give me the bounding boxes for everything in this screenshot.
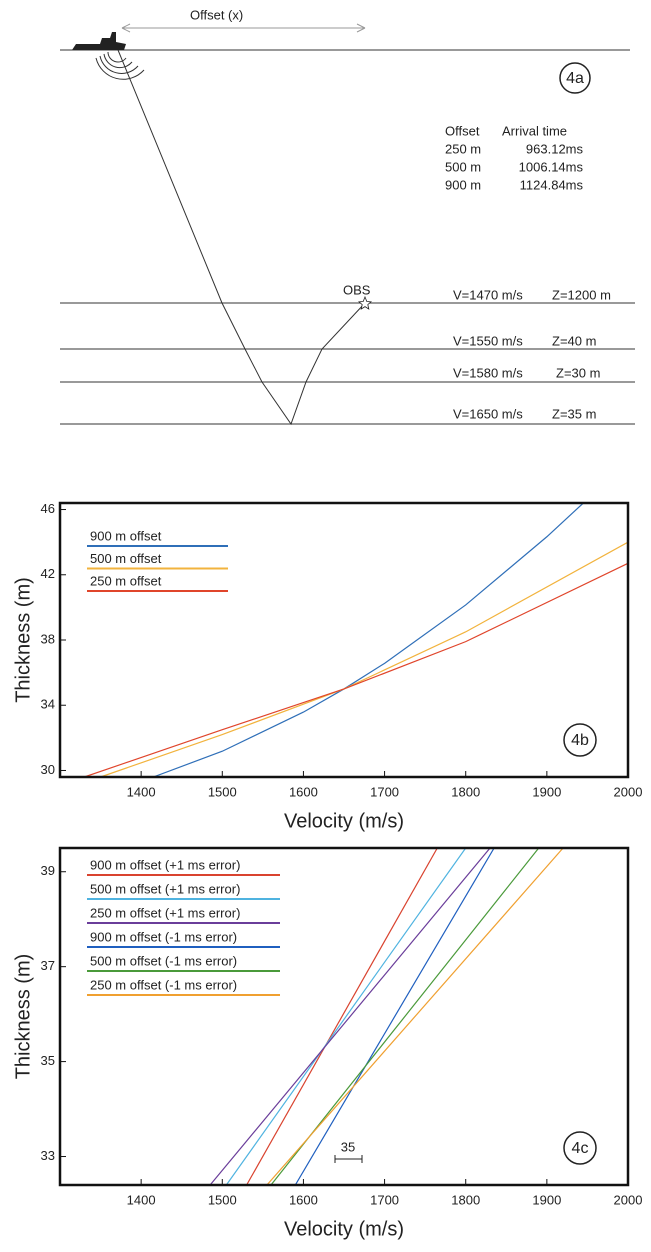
x-tick-label: 1600 bbox=[289, 1192, 318, 1207]
x-tick-label: 2000 bbox=[614, 784, 643, 799]
legend-label: 900 m offset (+1 ms error) bbox=[90, 857, 240, 872]
layer-velocity: V=1550 m/s bbox=[453, 333, 523, 348]
y-tick-label: 42 bbox=[41, 566, 55, 581]
layer-velocity: V=1470 m/s bbox=[453, 287, 523, 302]
x-tick-label: 1900 bbox=[532, 1192, 561, 1207]
plot: 900 m offset (+1 ms error) 500 m offset (… bbox=[12, 846, 643, 1240]
arrow-heads bbox=[121, 23, 366, 33]
y-tick-label: 30 bbox=[41, 762, 55, 777]
offset-label: Offset (x) bbox=[190, 7, 243, 22]
y-tick-label: 38 bbox=[41, 631, 55, 646]
ship bbox=[72, 32, 126, 50]
y-tick-label: 34 bbox=[41, 697, 55, 712]
table-header: Arrival time bbox=[502, 123, 567, 138]
plot-frame bbox=[58, 501, 630, 779]
panel-label: 4a bbox=[566, 70, 584, 87]
layer-thickness: Z=40 m bbox=[552, 333, 596, 348]
legend-label: 500 m offset (-1 ms error) bbox=[90, 953, 237, 968]
data-line bbox=[84, 562, 628, 777]
layer-velocity: V=1580 m/s bbox=[453, 365, 523, 380]
diagram: Offset (x) 4a Offset Arrival time 250 m … bbox=[60, 7, 635, 426]
table-cell: 250 m bbox=[445, 141, 481, 156]
obs-star bbox=[358, 295, 372, 310]
x-tick-label: 1500 bbox=[208, 784, 237, 799]
data-line bbox=[100, 541, 628, 777]
x-tick-label: 1800 bbox=[451, 784, 480, 799]
scale-bar bbox=[334, 1155, 363, 1163]
ray-path bbox=[117, 49, 366, 426]
panel-label: 4b bbox=[571, 732, 589, 749]
data-line bbox=[294, 848, 495, 1185]
x-tick-label: 1400 bbox=[127, 1192, 156, 1207]
legend-label: 250 m offset (+1 ms error) bbox=[90, 905, 240, 920]
panel-label: 4c bbox=[572, 1140, 589, 1157]
data-line bbox=[266, 848, 564, 1185]
data-line bbox=[209, 848, 491, 1185]
x-tick-label: 1600 bbox=[289, 784, 318, 799]
table-header: Offset bbox=[445, 123, 480, 138]
x-tick-label: 1800 bbox=[451, 1192, 480, 1207]
table-cell: 963.12ms bbox=[526, 141, 584, 156]
x-axis-title: Velocity (m/s) bbox=[284, 810, 404, 832]
panel-circle bbox=[559, 62, 591, 94]
table-cell: 1006.14ms bbox=[519, 159, 584, 174]
wavefronts bbox=[95, 51, 145, 80]
table-cell: 500 m bbox=[445, 159, 481, 174]
x-axis-title: Velocity (m/s) bbox=[284, 1218, 404, 1240]
x-tick-label: 2000 bbox=[614, 1192, 643, 1207]
x-tick-label: 1700 bbox=[370, 784, 399, 799]
layer-velocity: V=1650 m/s bbox=[453, 406, 523, 421]
x-tick-label: 1700 bbox=[370, 1192, 399, 1207]
legend-label: 900 m offset (-1 ms error) bbox=[90, 929, 237, 944]
annotation: 35 bbox=[341, 1139, 355, 1154]
y-tick-label: 35 bbox=[41, 1053, 55, 1068]
y-axis-title: Thickness (m) bbox=[12, 577, 34, 703]
plot: 900 m offset 500 m offset 250 m offset 1400… bbox=[12, 501, 642, 832]
layer-thickness: Z=35 m bbox=[552, 406, 596, 421]
table-cell: 900 m bbox=[445, 177, 481, 192]
x-tick-label: 1500 bbox=[208, 1192, 237, 1207]
data-line bbox=[246, 848, 438, 1185]
legend-label: 250 m offset bbox=[90, 573, 162, 588]
y-tick-label: 37 bbox=[41, 958, 55, 973]
data-line bbox=[225, 848, 467, 1185]
table-cell: 1124.84ms bbox=[520, 177, 584, 192]
panel-circle bbox=[563, 723, 597, 757]
legend-label: 500 m offset (+1 ms error) bbox=[90, 881, 240, 896]
y-tick-label: 33 bbox=[41, 1148, 55, 1163]
data-line bbox=[153, 503, 584, 777]
legend-label: 250 m offset (-1 ms error) bbox=[90, 977, 237, 992]
x-tick-label: 1900 bbox=[532, 784, 561, 799]
x-tick-label: 1400 bbox=[127, 784, 156, 799]
obs-label: OBS bbox=[343, 282, 371, 297]
layer-thickness: Z=1200 m bbox=[552, 287, 611, 302]
y-tick-label: 46 bbox=[41, 501, 55, 516]
y-tick-label: 39 bbox=[41, 863, 55, 878]
layer-thickness: Z=30 m bbox=[556, 365, 600, 380]
legend-label: 500 m offset bbox=[90, 551, 162, 566]
panel-circle bbox=[563, 1131, 597, 1165]
plot-frame bbox=[58, 846, 630, 1187]
y-axis-title: Thickness (m) bbox=[12, 954, 34, 1080]
legend-label: 900 m offset bbox=[90, 528, 162, 543]
